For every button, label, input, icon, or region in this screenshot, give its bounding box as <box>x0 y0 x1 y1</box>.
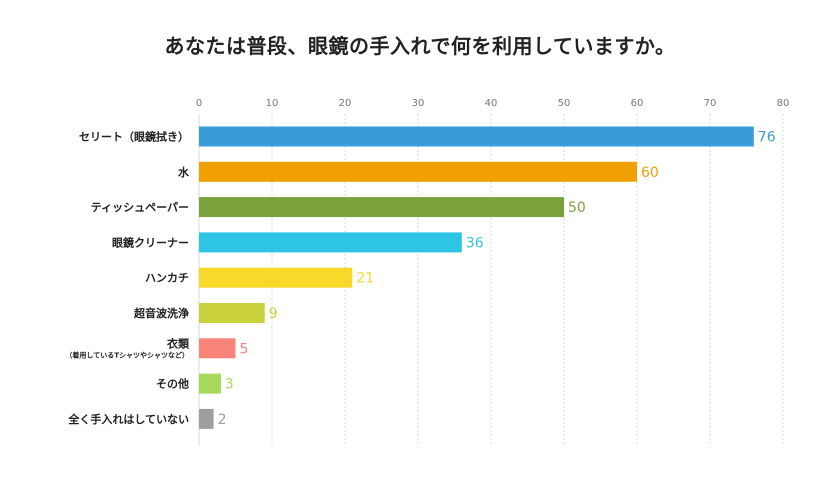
data-label: 76 <box>758 130 776 146</box>
chart-title: あなたは普段、眼鏡の手入れで何を利用していますか。 <box>164 34 676 58</box>
category-label: 衣類 <box>167 336 190 350</box>
x-tick-label: 80 <box>777 98 790 109</box>
category-label: ティッシュペーパー <box>91 201 189 214</box>
bar <box>199 408 214 429</box>
bar <box>199 161 637 182</box>
bar <box>199 303 265 323</box>
category-label: 超音波洗浄 <box>133 306 189 320</box>
category-label: 眼鏡クリーナー <box>112 235 189 249</box>
bar <box>199 197 564 218</box>
category-sublabel: （着用しているTシャツやシャツなど） <box>65 350 189 359</box>
x-tick-label: 60 <box>631 98 644 109</box>
x-tick-label: 50 <box>558 98 571 109</box>
category-label: その他 <box>156 377 189 391</box>
category-label: 全く手入れはしていない <box>67 412 189 426</box>
x-tick-label: 70 <box>704 98 717 109</box>
category-label: 水 <box>178 165 190 179</box>
category-label: ハンカチ <box>145 272 189 285</box>
data-label: 3 <box>225 377 234 393</box>
data-label: 60 <box>641 165 659 181</box>
data-label: 36 <box>466 235 484 251</box>
x-tick-label: 10 <box>266 98 279 109</box>
bar <box>199 373 221 394</box>
category-label: セリート（眼鏡拭き） <box>79 130 189 144</box>
bar <box>199 232 462 253</box>
data-label: 21 <box>356 271 374 287</box>
bar <box>199 126 754 147</box>
bar <box>199 338 236 359</box>
data-label: 5 <box>240 341 249 357</box>
x-tick-label: 20 <box>339 98 352 109</box>
bar <box>199 267 353 288</box>
x-tick-label: 0 <box>196 98 202 109</box>
x-tick-label: 30 <box>412 98 425 109</box>
data-label: 2 <box>218 412 227 428</box>
data-label: 9 <box>269 306 278 322</box>
x-tick-label: 40 <box>485 98 498 109</box>
data-label: 50 <box>568 200 586 216</box>
